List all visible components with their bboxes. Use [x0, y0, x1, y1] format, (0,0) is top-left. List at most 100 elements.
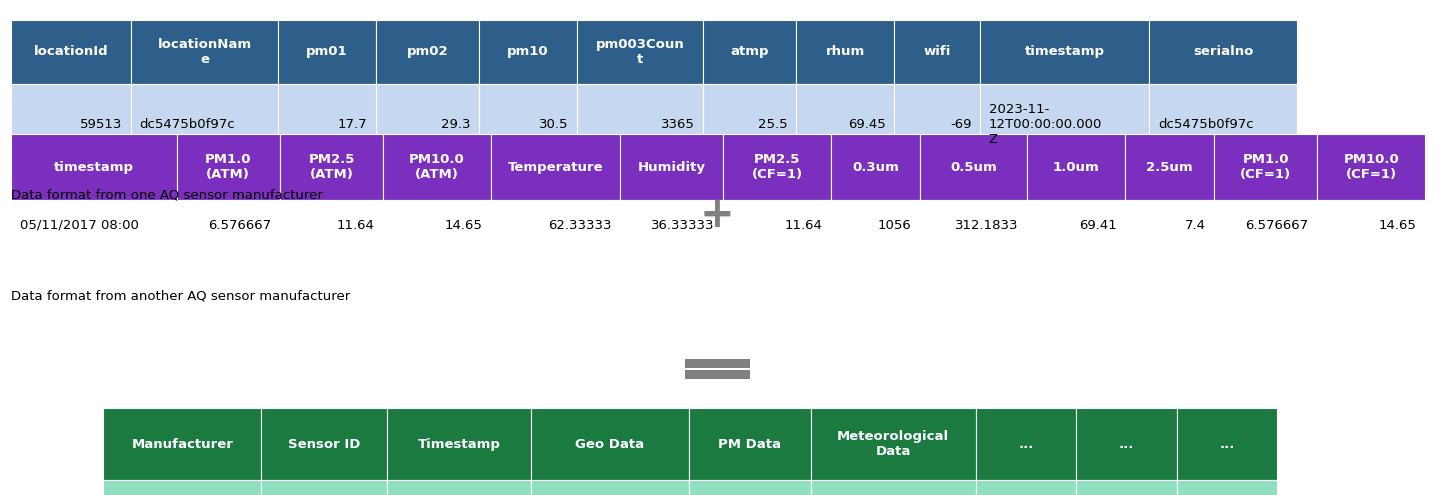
Text: PM2.5
(ATM): PM2.5 (ATM): [309, 153, 354, 181]
Text: Data format from another AQ sensor manufacturer: Data format from another AQ sensor manuf…: [11, 290, 350, 302]
Bar: [1027, 200, 1125, 250]
Text: pm02: pm02: [406, 46, 449, 58]
Text: 69.45: 69.45: [848, 118, 885, 132]
Bar: [976, 480, 1076, 495]
Bar: [1125, 200, 1214, 250]
Text: 0.5um: 0.5um: [950, 160, 997, 174]
Text: ...: ...: [1119, 438, 1134, 451]
Bar: [1076, 480, 1177, 495]
Text: atmp: atmp: [730, 46, 769, 58]
Text: timestamp: timestamp: [55, 160, 133, 174]
Bar: [278, 20, 376, 84]
Bar: [177, 134, 280, 200]
Text: +: +: [700, 195, 735, 236]
Bar: [723, 134, 831, 200]
Text: pm10: pm10: [507, 46, 550, 58]
Bar: [620, 134, 723, 200]
Text: 62.33333: 62.33333: [548, 219, 611, 232]
Bar: [1149, 20, 1297, 84]
Text: 0.3um: 0.3um: [852, 160, 898, 174]
Text: timestamp: timestamp: [1025, 46, 1105, 58]
Bar: [280, 200, 383, 250]
Bar: [686, 359, 749, 368]
Bar: [280, 134, 383, 200]
Text: PM1.0
(CF=1): PM1.0 (CF=1): [1240, 153, 1292, 181]
Text: dc5475b0f97c: dc5475b0f97c: [1158, 118, 1254, 132]
Text: 69.41: 69.41: [1079, 219, 1116, 232]
Text: 14.65: 14.65: [445, 219, 482, 232]
Text: 11.64: 11.64: [785, 219, 822, 232]
Bar: [796, 84, 894, 166]
Bar: [723, 200, 831, 250]
Bar: [479, 84, 577, 166]
Bar: [577, 84, 703, 166]
Text: 2023-11-
12T00:00:00.000
Z: 2023-11- 12T00:00:00.000 Z: [989, 103, 1102, 147]
Text: 29.3: 29.3: [441, 118, 471, 132]
Text: 3365: 3365: [660, 118, 695, 132]
Text: PM10.0
(CF=1): PM10.0 (CF=1): [1343, 153, 1399, 181]
Bar: [531, 480, 689, 495]
Bar: [1149, 84, 1297, 166]
Bar: [920, 200, 1027, 250]
Bar: [811, 408, 976, 480]
Text: Geo Data: Geo Data: [575, 438, 644, 451]
Bar: [689, 480, 811, 495]
Text: PM Data: PM Data: [719, 438, 781, 451]
Bar: [686, 370, 749, 379]
Bar: [491, 134, 620, 200]
Bar: [796, 20, 894, 84]
Bar: [620, 200, 723, 250]
Bar: [1214, 200, 1317, 250]
Text: wifi: wifi: [923, 46, 951, 58]
Text: Humidity: Humidity: [637, 160, 706, 174]
Bar: [703, 84, 796, 166]
Bar: [131, 84, 278, 166]
Bar: [376, 84, 479, 166]
Text: Manufacturer: Manufacturer: [132, 438, 232, 451]
Text: 11.64: 11.64: [337, 219, 375, 232]
Bar: [703, 20, 796, 84]
Text: Temperature: Temperature: [508, 160, 603, 174]
Bar: [531, 408, 689, 480]
Bar: [491, 200, 620, 250]
Bar: [261, 408, 387, 480]
Bar: [278, 84, 376, 166]
Text: ...: ...: [1220, 438, 1234, 451]
Text: 36.33333: 36.33333: [651, 219, 715, 232]
Text: dc5475b0f97c: dc5475b0f97c: [139, 118, 235, 132]
Bar: [103, 480, 261, 495]
Text: Sensor ID: Sensor ID: [288, 438, 360, 451]
Bar: [1027, 134, 1125, 200]
Bar: [811, 480, 976, 495]
Text: 17.7: 17.7: [337, 118, 367, 132]
Text: Timestamp: Timestamp: [418, 438, 501, 451]
Bar: [11, 84, 131, 166]
Bar: [577, 20, 703, 84]
Text: 312.1833: 312.1833: [956, 219, 1019, 232]
Bar: [1317, 200, 1425, 250]
Bar: [920, 134, 1027, 200]
Bar: [1317, 134, 1425, 200]
Text: locationId: locationId: [33, 46, 109, 58]
Bar: [261, 480, 387, 495]
Bar: [387, 408, 531, 480]
Bar: [1076, 408, 1177, 480]
Bar: [103, 408, 261, 480]
Text: 1.0um: 1.0um: [1053, 160, 1099, 174]
Bar: [1125, 134, 1214, 200]
Text: serialno: serialno: [1192, 46, 1254, 58]
Text: Meteorological
Data: Meteorological Data: [837, 430, 950, 458]
Bar: [177, 200, 280, 250]
Bar: [1214, 134, 1317, 200]
Bar: [383, 200, 491, 250]
Bar: [689, 408, 811, 480]
Text: 30.5: 30.5: [538, 118, 568, 132]
Bar: [383, 134, 491, 200]
Bar: [479, 20, 577, 84]
Text: 14.65: 14.65: [1379, 219, 1416, 232]
Text: pm01: pm01: [306, 46, 349, 58]
Text: rhum: rhum: [825, 46, 865, 58]
Bar: [11, 200, 177, 250]
Text: 2.5um: 2.5um: [1147, 160, 1192, 174]
Bar: [1177, 408, 1277, 480]
